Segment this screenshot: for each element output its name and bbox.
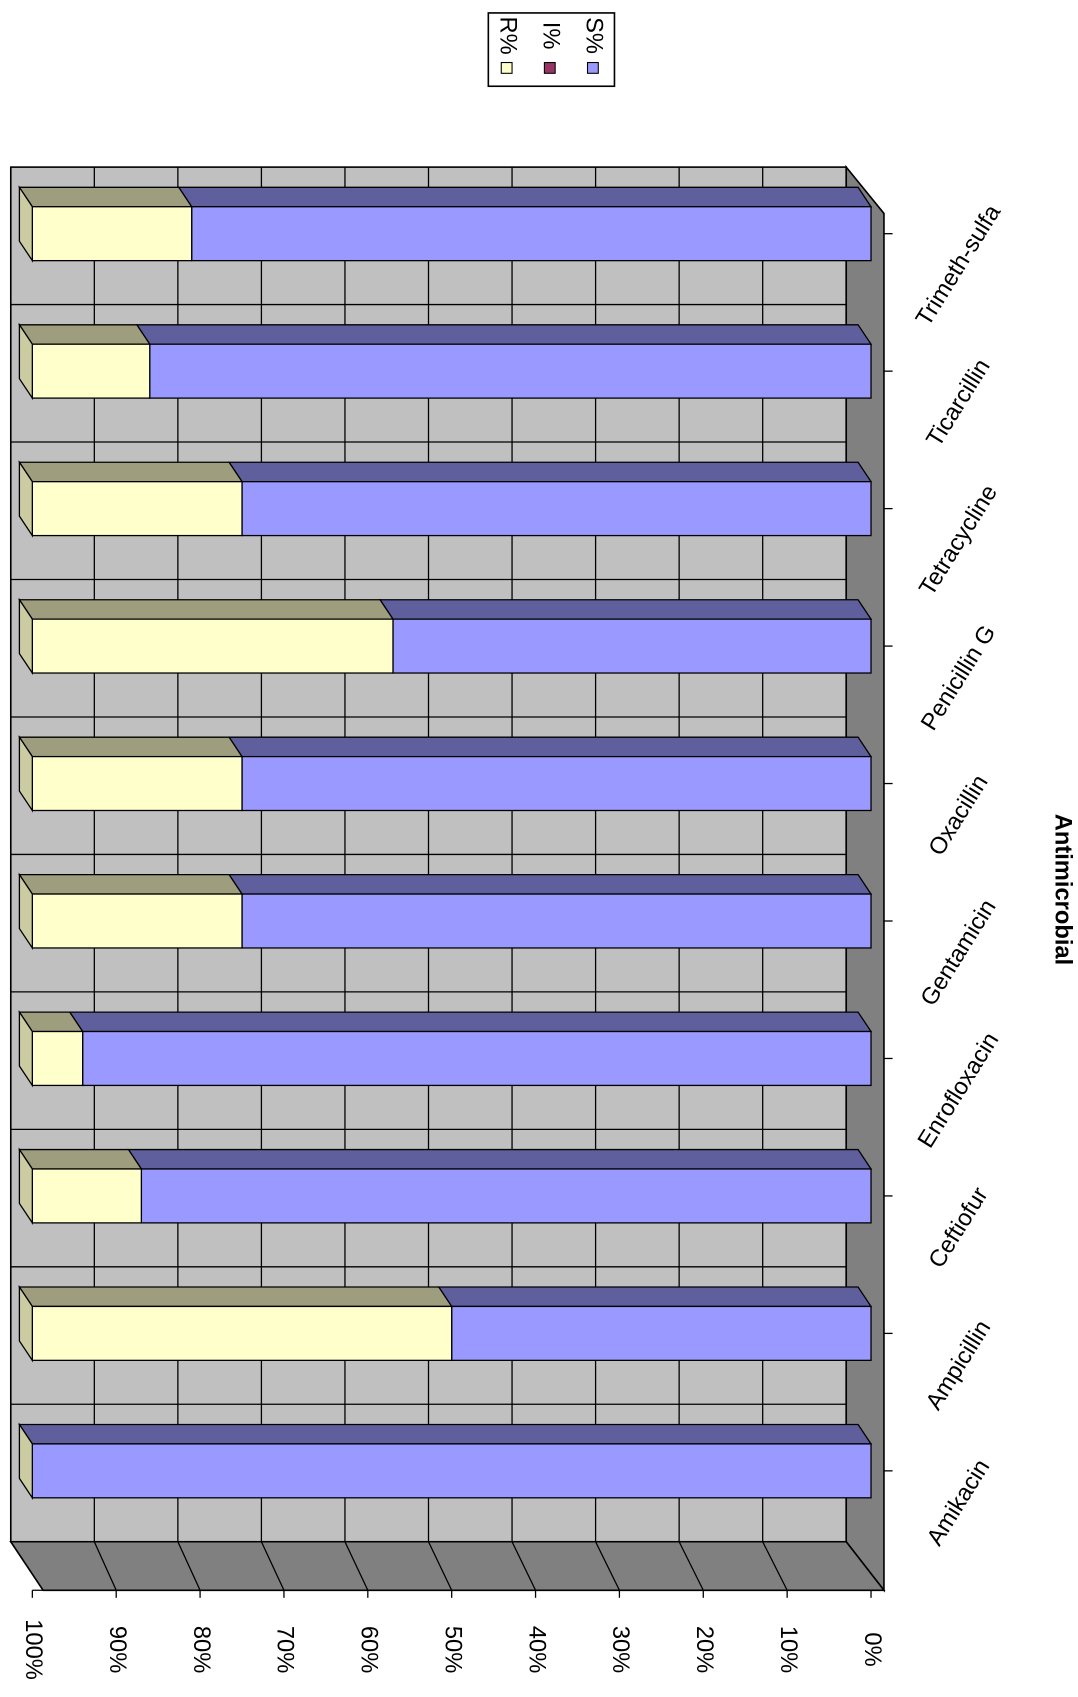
legend-label: S% bbox=[581, 17, 607, 54]
bar-end bbox=[18, 1009, 33, 1088]
x-tick-label: Amikacin bbox=[922, 1455, 995, 1550]
bar bbox=[451, 1305, 872, 1361]
y-tick-label: 10% bbox=[775, 1626, 801, 1673]
y-tick-label: 50% bbox=[439, 1626, 465, 1673]
x-tick-label: Enrofloxacin bbox=[913, 1028, 1004, 1152]
x-tick-label: Tetracycline bbox=[915, 481, 1003, 601]
bar bbox=[149, 343, 872, 399]
bar-top bbox=[18, 873, 244, 895]
y-tick-label: 100% bbox=[20, 1619, 46, 1680]
legend bbox=[487, 12, 616, 88]
bar-top bbox=[127, 1148, 873, 1170]
legend-swatch bbox=[543, 61, 556, 74]
bar-top bbox=[437, 1286, 873, 1308]
grid-line bbox=[427, 1541, 453, 1591]
bar-top bbox=[18, 1148, 143, 1170]
bar-top bbox=[18, 599, 395, 620]
grid-line bbox=[511, 1541, 537, 1591]
y-tick-label: 70% bbox=[272, 1626, 298, 1673]
bar bbox=[31, 1030, 84, 1087]
legend-label: R% bbox=[494, 16, 520, 54]
bar-top bbox=[18, 736, 244, 758]
y-tick-label: 20% bbox=[691, 1626, 717, 1673]
bar bbox=[31, 206, 193, 262]
grid-line bbox=[595, 1541, 620, 1591]
grid-line bbox=[344, 1541, 369, 1591]
bar bbox=[82, 1030, 872, 1087]
bar-top bbox=[227, 736, 873, 758]
bar bbox=[31, 755, 243, 812]
bar-top bbox=[135, 324, 873, 345]
bar bbox=[31, 1305, 453, 1361]
bar bbox=[140, 1168, 872, 1224]
y-tick-label: 60% bbox=[356, 1626, 382, 1673]
bar-end bbox=[18, 1284, 33, 1363]
legend-label: I% bbox=[538, 22, 564, 50]
grid-line bbox=[260, 1541, 285, 1591]
bar-top bbox=[227, 873, 873, 895]
bar-end bbox=[18, 1422, 33, 1500]
bar-top bbox=[18, 324, 151, 345]
bar-top bbox=[18, 1423, 873, 1445]
bar-top bbox=[18, 186, 193, 208]
grid-line bbox=[93, 1541, 117, 1591]
axis-title: Antimicrobial bbox=[1050, 814, 1076, 965]
y-tick-label: 90% bbox=[104, 1626, 130, 1673]
x-tick-label: Penicillin G bbox=[916, 621, 1001, 735]
bar bbox=[241, 481, 872, 537]
bar-end bbox=[18, 460, 33, 538]
bar bbox=[31, 618, 394, 674]
bar bbox=[241, 893, 872, 949]
bar bbox=[392, 618, 872, 674]
side-wall bbox=[9, 1540, 886, 1592]
x-tick-label: Gentamicin bbox=[916, 895, 1002, 1010]
bar-end bbox=[18, 185, 33, 263]
bar-top bbox=[18, 1286, 453, 1308]
y-tick-label: 80% bbox=[188, 1626, 214, 1673]
y-tick-label: 40% bbox=[523, 1626, 549, 1673]
bar-end bbox=[18, 1147, 33, 1226]
x-tick-label: Oxacillin bbox=[924, 771, 994, 861]
bar-top bbox=[227, 461, 873, 483]
grid-line bbox=[177, 1541, 201, 1591]
x-tick-label: Ticarcillin bbox=[922, 355, 996, 452]
bar-end bbox=[18, 597, 33, 676]
bar-end bbox=[18, 872, 33, 951]
bar bbox=[31, 481, 243, 537]
legend-swatch bbox=[586, 61, 599, 74]
bar bbox=[31, 343, 151, 399]
bar bbox=[31, 1168, 143, 1224]
x-tick-label: Trimeth-sulfa bbox=[911, 200, 1006, 331]
bar-top bbox=[378, 599, 873, 620]
bar bbox=[31, 1443, 872, 1499]
grid-line bbox=[762, 1541, 788, 1591]
grid-line bbox=[678, 1541, 704, 1591]
x-tick-label: Ceftiofur bbox=[924, 1183, 994, 1273]
x-tick-label: Ampicillin bbox=[921, 1316, 996, 1415]
legend-swatch bbox=[500, 61, 513, 74]
bar-end bbox=[18, 735, 33, 813]
bar-top bbox=[177, 186, 873, 208]
bar-end bbox=[18, 322, 33, 401]
y-tick-label: 30% bbox=[607, 1626, 633, 1673]
bar bbox=[31, 893, 243, 949]
bar bbox=[191, 206, 872, 262]
y-tick-label: 0% bbox=[859, 1632, 885, 1666]
bar bbox=[241, 755, 872, 812]
bar-top bbox=[68, 1011, 873, 1033]
bar-top bbox=[18, 461, 244, 483]
